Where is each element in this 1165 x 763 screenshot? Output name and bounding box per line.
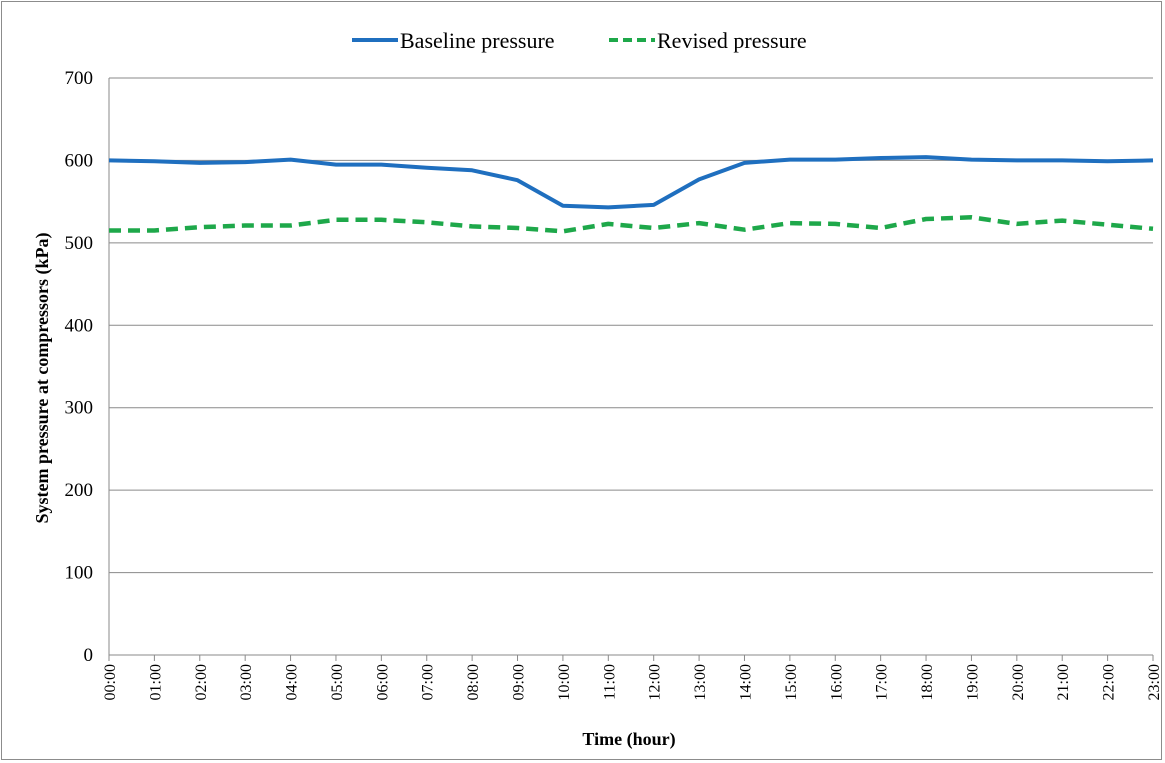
data-point-baseline-5: [335, 163, 337, 165]
x-tick-label-0300: 03:00: [238, 664, 255, 700]
data-point-revised-2: [199, 226, 201, 228]
y-tick-label-600: 600: [65, 150, 94, 171]
data-point-revised-14: [743, 228, 745, 230]
x-tick-label-1800: 18:00: [919, 664, 936, 700]
y-axis-title: System pressure at compressors (kPa): [32, 233, 53, 524]
legend-label-revised: Revised pressure: [657, 28, 807, 53]
data-point-revised-10: [562, 230, 564, 232]
data-point-baseline-6: [380, 163, 382, 165]
x-tick-label-1400: 14:00: [737, 664, 754, 700]
data-point-revised-3: [244, 224, 246, 226]
data-point-baseline-7: [426, 167, 428, 169]
y-tick-label-100: 100: [65, 563, 94, 584]
data-point-baseline-22: [1106, 160, 1108, 162]
series-lines: [108, 155, 1154, 234]
data-point-revised-1: [153, 229, 155, 231]
data-point-revised-18: [925, 218, 927, 220]
data-point-baseline-8: [471, 169, 473, 171]
data-point-revised-0: [108, 229, 110, 231]
series-line-revised: [109, 215, 1154, 234]
data-point-revised-13: [698, 222, 700, 224]
gridlines: [108, 77, 1153, 655]
data-point-revised-4: [289, 224, 291, 226]
data-point-revised-22: [1106, 224, 1108, 226]
data-point-revised-7: [426, 221, 428, 223]
x-tick-label-1700: 17:00: [874, 664, 891, 700]
data-point-revised-6: [380, 219, 382, 221]
y-tick-label-700: 700: [65, 68, 94, 89]
x-tick-label-2100: 21:00: [1055, 664, 1072, 700]
data-point-revised-11: [607, 223, 609, 225]
data-point-baseline-11: [607, 206, 609, 208]
data-point-baseline-12: [652, 204, 654, 206]
x-tick-label-0900: 09:00: [511, 664, 528, 700]
data-point-baseline-19: [970, 158, 972, 160]
x-tick-label-2300: 23:00: [1146, 664, 1163, 700]
data-point-baseline-2: [199, 162, 201, 164]
legend-label-baseline: Baseline pressure: [400, 28, 555, 53]
x-tick-label-0500: 05:00: [329, 664, 346, 700]
x-tick-label-1000: 10:00: [556, 664, 573, 700]
data-point-baseline-14: [743, 162, 745, 164]
y-tick-label-300: 300: [65, 398, 94, 419]
data-point-baseline-16: [834, 158, 836, 160]
data-point-revised-16: [834, 223, 836, 225]
x-tick-label-1500: 15:00: [783, 664, 800, 700]
data-point-revised-19: [970, 216, 972, 218]
data-point-baseline-3: [244, 161, 246, 163]
x-tick-label-0600: 06:00: [374, 664, 391, 700]
data-point-revised-9: [516, 227, 518, 229]
x-tick-label-1200: 12:00: [647, 664, 664, 700]
data-point-revised-15: [789, 222, 791, 224]
data-point-revised-21: [1061, 219, 1063, 221]
x-tick-label-0400: 04:00: [284, 664, 301, 700]
data-point-baseline-0: [108, 159, 110, 161]
x-axis: 00:00 01:00 02:00 03:00 04:00 05:00 06:00 07:00…: [102, 654, 1163, 700]
y-tick-label-400: 400: [65, 315, 94, 336]
x-tick-label-2200: 22:00: [1101, 664, 1118, 700]
y-axis-ticks: 0 100 200 300 400 500 600 700: [65, 68, 94, 666]
data-point-baseline-23: [1152, 159, 1154, 161]
x-tick-label-2000: 20:00: [1010, 664, 1027, 700]
x-tick-label-1300: 13:00: [692, 664, 709, 700]
data-point-baseline-4: [289, 158, 291, 160]
data-point-revised-8: [471, 225, 473, 227]
data-point-baseline-10: [562, 205, 564, 207]
y-tick-label-500: 500: [65, 233, 94, 254]
data-point-revised-20: [1016, 223, 1018, 225]
data-point-baseline-18: [925, 156, 927, 158]
x-tick-label-0200: 02:00: [193, 664, 210, 700]
data-point-revised-5: [335, 219, 337, 221]
x-tick-label-1100: 11:00: [601, 664, 618, 700]
data-point-baseline-13: [698, 178, 700, 180]
y-tick-label-0: 0: [84, 645, 94, 666]
data-point-baseline-15: [789, 158, 791, 160]
x-axis-title: Time (hour): [582, 729, 675, 750]
data-point-baseline-17: [879, 157, 881, 159]
y-tick-label-200: 200: [65, 480, 94, 501]
data-point-baseline-9: [516, 179, 518, 181]
x-tick-label-1900: 19:00: [964, 664, 981, 700]
x-tick-label-1600: 16:00: [828, 664, 845, 700]
data-point-baseline-21: [1061, 159, 1063, 161]
x-tick-label-0000: 00:00: [102, 664, 119, 700]
x-tick-label-0800: 08:00: [465, 664, 482, 700]
data-point-baseline-20: [1016, 159, 1018, 161]
legend: Baseline pressure Revised pressure: [352, 28, 807, 53]
data-point-baseline-1: [153, 160, 155, 162]
data-point-revised-17: [879, 227, 881, 229]
x-tick-label-0100: 01:00: [147, 664, 164, 700]
data-point-revised-12: [652, 227, 654, 229]
x-tick-label-0700: 07:00: [420, 664, 437, 700]
data-point-revised-23: [1152, 228, 1154, 230]
series-line-baseline: [108, 155, 1154, 210]
